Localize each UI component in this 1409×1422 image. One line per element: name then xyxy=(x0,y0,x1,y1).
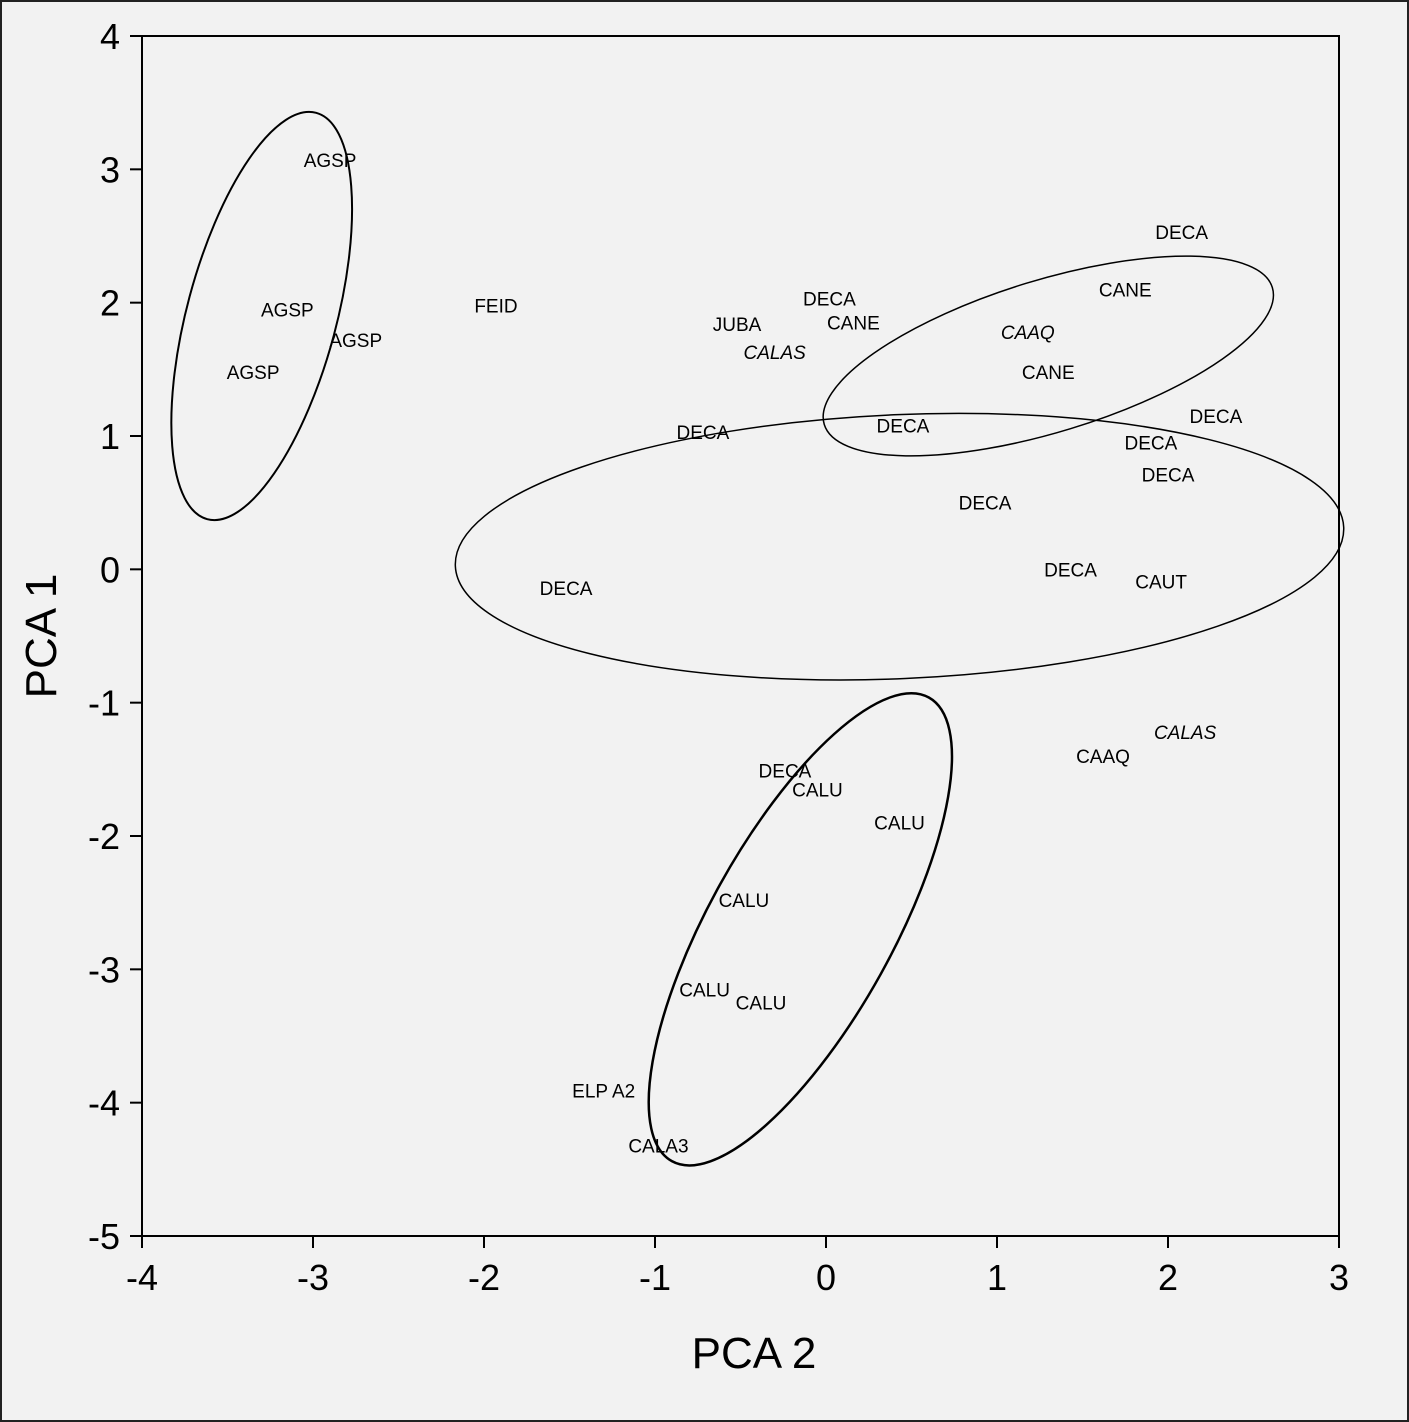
point-label: CALU xyxy=(679,980,730,1001)
x-tick-label: 1 xyxy=(987,1257,1007,1298)
x-axis-label: PCA 2 xyxy=(692,1329,817,1378)
plot-frame xyxy=(141,35,1340,1237)
y-tick-label: -4 xyxy=(88,1083,120,1124)
point-label: DECA xyxy=(959,494,1012,515)
point-label: CANE xyxy=(827,314,880,335)
y-tick-label: 4 xyxy=(100,16,120,57)
y-tick-label: -1 xyxy=(88,683,120,724)
x-tick-label: -3 xyxy=(297,1257,329,1298)
y-tick-label: -5 xyxy=(88,1216,120,1257)
point-label: DECA xyxy=(1189,407,1242,428)
ellipse-layer xyxy=(170,110,1345,1167)
cluster-ellipse xyxy=(170,110,354,522)
point-label: AGSP xyxy=(227,363,280,384)
point-label: CAAQ xyxy=(1076,747,1130,768)
point-label: DECA xyxy=(759,762,812,783)
points-layer: AGSP AGSP AGSP AGSP FEID JUBA CALAS DECA CANE CAA… xyxy=(227,151,1243,1157)
y-tick-label: 2 xyxy=(100,283,120,324)
point-label: CALU xyxy=(874,814,925,835)
point-label: DECA xyxy=(877,416,930,437)
point-label: CANE xyxy=(1022,363,1075,384)
point-label: CALU xyxy=(736,994,787,1015)
point-label: DECA xyxy=(676,423,729,444)
point-label: DECA xyxy=(1125,434,1178,455)
x-tick-label: 0 xyxy=(816,1257,836,1298)
y-tick-label: 3 xyxy=(100,149,120,190)
point-label: CAUT xyxy=(1135,572,1187,593)
y-tick-label: -3 xyxy=(88,949,120,990)
point-label: DECA xyxy=(540,579,593,600)
point-label: DECA xyxy=(803,290,856,311)
cluster-ellipse xyxy=(822,255,1275,457)
point-label: AGSP xyxy=(304,151,357,172)
x-tick-label: -1 xyxy=(639,1257,671,1298)
x-tick-label: 3 xyxy=(1329,1257,1349,1298)
point-label: CALU xyxy=(719,891,770,912)
point-label: ELP A2 xyxy=(572,1082,635,1103)
y-tick-label: 0 xyxy=(100,549,120,590)
point-label: CALA3 xyxy=(628,1136,688,1157)
x-tick-label: -2 xyxy=(468,1257,500,1298)
point-label: AGSP xyxy=(261,300,314,321)
point-label: CANE xyxy=(1099,280,1152,301)
point-label: DECA xyxy=(1155,223,1208,244)
point-label: FEID xyxy=(474,296,517,317)
point-label: CALAS xyxy=(744,343,807,364)
y-tick-label: 1 xyxy=(100,416,120,457)
point-label: DECA xyxy=(1142,466,1195,487)
point-label: JUBA xyxy=(713,315,762,336)
point-label: DECA xyxy=(1044,560,1097,581)
y-axis-label: PCA 1 xyxy=(17,574,66,699)
point-label: CALAS xyxy=(1154,723,1217,744)
point-label: CAAQ xyxy=(1001,323,1055,344)
cluster-ellipse xyxy=(647,692,954,1167)
x-tick-label: -4 xyxy=(126,1257,158,1298)
y-tick-label: -2 xyxy=(88,816,120,857)
point-label: AGSP xyxy=(329,331,382,352)
cluster-ellipse xyxy=(454,412,1345,681)
point-label: CALU xyxy=(792,780,843,801)
x-tick-label: 2 xyxy=(1158,1257,1178,1298)
